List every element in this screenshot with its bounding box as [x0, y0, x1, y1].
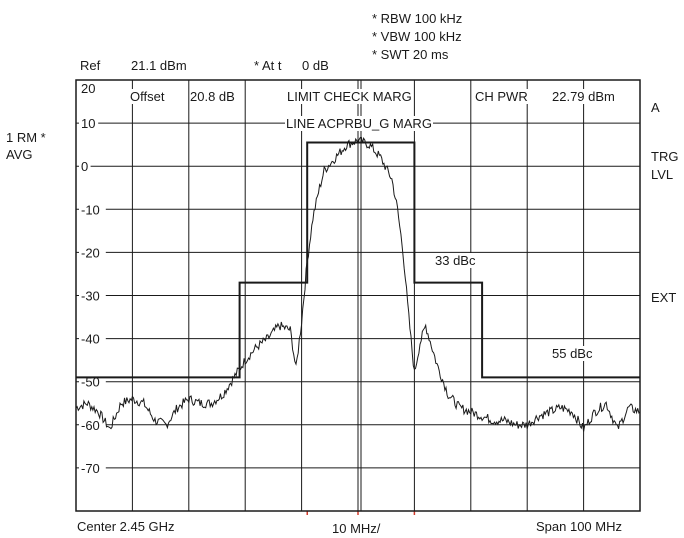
division-label: 10 MHz/	[332, 521, 381, 536]
trace-line	[75, 136, 641, 432]
limit-line-label: LINE ACPRBU_G MARG	[285, 116, 433, 131]
y-tick-label: 0	[81, 159, 88, 174]
plot-frame	[75, 79, 641, 512]
y-tick-label: -50	[81, 375, 100, 390]
detector-label: AVG	[6, 147, 33, 162]
grid	[76, 80, 640, 511]
y-tick-label: -30	[81, 289, 100, 304]
dbc-55-label: 55 dBc	[550, 346, 595, 361]
span-label: Span 100 MHz	[536, 519, 622, 534]
y-tick-bg	[79, 287, 106, 304]
ref-value: 21.1 dBm	[131, 58, 187, 73]
y-tick-label: 10	[81, 116, 95, 131]
vbw-label: * VBW 100 kHz	[372, 29, 462, 44]
limit-line	[76, 141, 640, 379]
offset-value: 20.8 dB	[190, 89, 235, 104]
swt-label: * SWT 20 ms	[372, 47, 449, 62]
offset-label: Offset	[130, 89, 165, 104]
y-tick-bg	[79, 330, 106, 347]
lvl-label: LVL	[651, 167, 674, 182]
rbw-label: * RBW 100 kHz	[372, 11, 463, 26]
y-tick-label: -10	[81, 202, 100, 217]
y-tick-bg	[79, 201, 106, 218]
ref-label: Ref	[80, 58, 101, 73]
ch-pwr-label: CH PWR	[475, 89, 528, 104]
limit-check-label: LIMIT CHECK MARG	[287, 89, 412, 104]
y-tick-label: -20	[81, 245, 100, 260]
trace-mode-label: 1 RM *	[6, 130, 46, 145]
trace-a-label: A	[651, 100, 660, 115]
y-tick-bg	[79, 158, 91, 175]
ext-label: EXT	[651, 290, 677, 305]
y-tick-label: -40	[81, 332, 100, 347]
center-frequency-label: Center 2.45 GHz	[77, 519, 175, 534]
y-tick-labels: 20 10 0 -10 -20 -30 -40 -50 -60 -70	[79, 81, 106, 476]
att-value: 0 dB	[302, 58, 329, 73]
dbc-33-label: 33 dBc	[433, 253, 478, 268]
y-tick-label: 20	[81, 81, 95, 96]
y-tick-bg	[79, 416, 106, 433]
trg-label: TRG	[651, 149, 679, 164]
ch-pwr-value: 22.79 dBm	[552, 89, 615, 104]
y-tick-bg	[79, 459, 106, 476]
y-tick-label: -60	[81, 418, 100, 433]
y-tick-bg	[79, 115, 99, 132]
att-label: * At t	[254, 58, 282, 73]
y-tick-bg	[79, 244, 106, 261]
y-tick-label: -70	[81, 461, 100, 476]
